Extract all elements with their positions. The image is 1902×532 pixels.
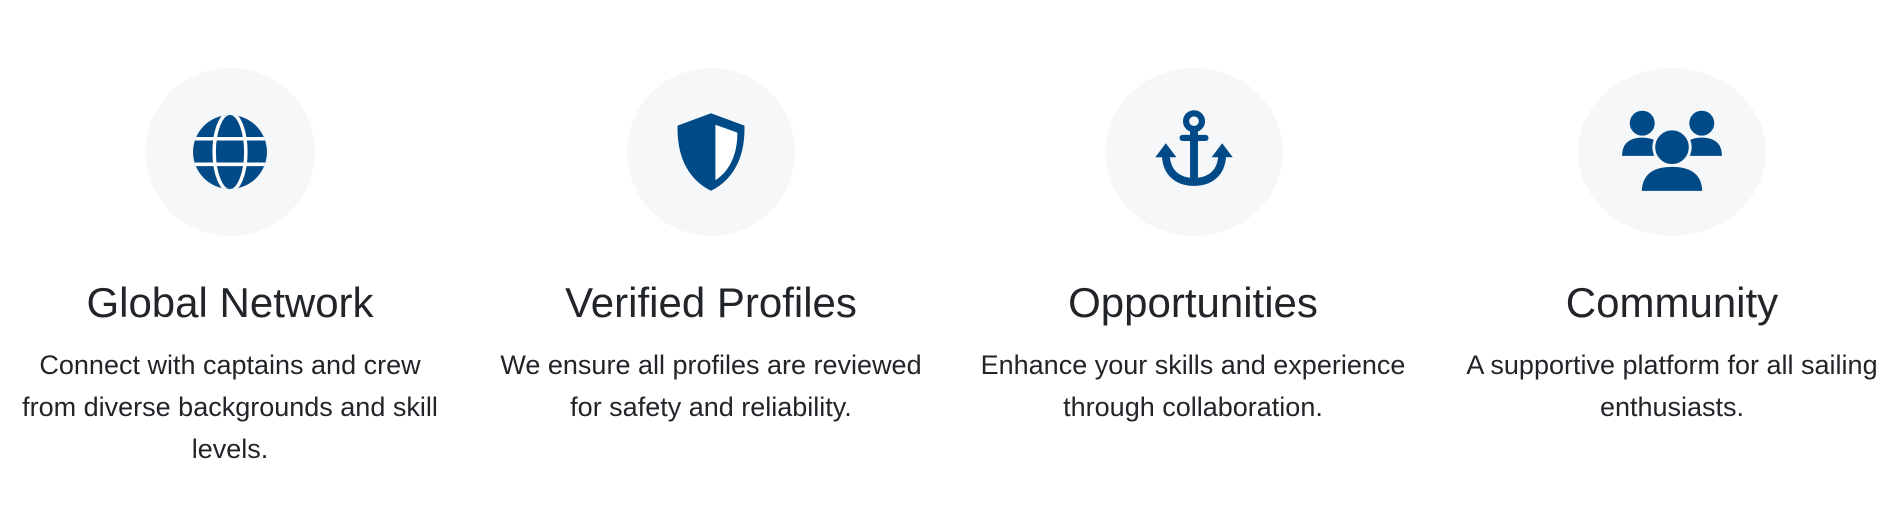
feature-description-line: through collaboration. [1063, 392, 1323, 422]
shield-icon-circle [627, 68, 795, 236]
users-icon [1622, 110, 1722, 194]
feature-description: A supportive platform for all sailing en… [1442, 344, 1902, 428]
anchor-icon-circle [1105, 68, 1283, 236]
feature-description-line: enthusiasts. [1599, 392, 1745, 422]
feature-description-line: for safety and reliability. [570, 392, 852, 422]
anchor-icon [1155, 110, 1233, 186]
feature-description-line: We ensure all profiles are reviewed [500, 350, 922, 380]
feature-title: Opportunities [1068, 279, 1318, 326]
feature-description-line: Enhance your skills and experience [980, 350, 1406, 380]
feature-title: Verified Profiles [565, 279, 857, 326]
feature-description-line: from diverse backgrounds and skill [22, 392, 438, 422]
feature-description: Enhance your skills and experience throu… [963, 344, 1423, 428]
globe-icon-circle [145, 68, 315, 236]
feature-description: We ensure all profiles are reviewed for … [481, 344, 941, 428]
feature-description: Connect with captains and crew from dive… [0, 344, 460, 470]
feature-title: Community [1565, 279, 1779, 326]
shield-icon [677, 113, 745, 191]
feature-title: Global Network [86, 279, 374, 326]
feature-description-line: A supportive platform for all sailing [1466, 350, 1878, 380]
users-icon-circle [1578, 68, 1766, 236]
globe-icon [193, 115, 267, 189]
feature-description-line: levels. [191, 434, 269, 464]
feature-description-line: Connect with captains and crew [39, 350, 421, 380]
